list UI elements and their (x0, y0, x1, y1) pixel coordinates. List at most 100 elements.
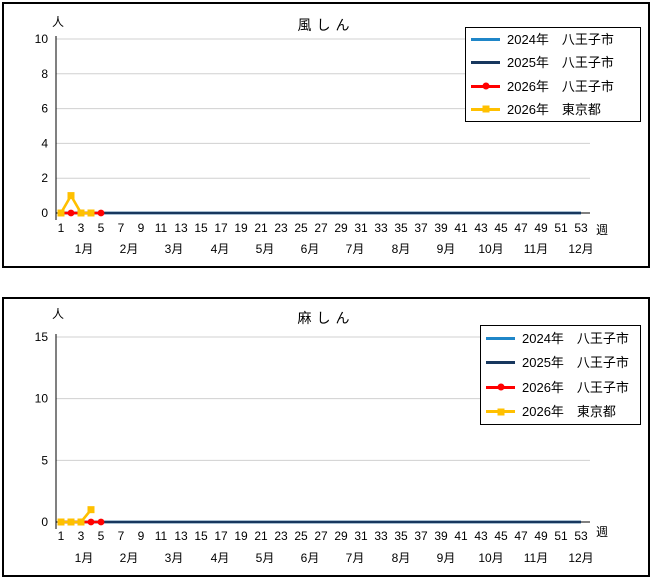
legend-marker-square (497, 408, 504, 416)
week-tick-label: 15 (194, 221, 208, 235)
month-label: 9月 (437, 551, 456, 565)
month-label: 2月 (120, 242, 139, 256)
week-tick-label: 37 (414, 221, 428, 235)
week-tick-label: 11 (155, 529, 168, 543)
week-tick-label: 17 (214, 529, 228, 543)
y-tick-label: 0 (41, 515, 48, 529)
week-tick-label: 45 (494, 221, 508, 235)
legend-marker-circle (497, 383, 504, 391)
data-point-marker (77, 209, 85, 217)
week-tick-label: 13 (174, 529, 188, 543)
data-point-marker (87, 506, 95, 514)
week-tick-label: 21 (254, 529, 268, 543)
x-axis-unit-label: 週 (596, 525, 609, 539)
month-label: 3月 (165, 242, 184, 256)
week-tick-label: 15 (194, 529, 208, 543)
y-tick-label: 4 (41, 136, 48, 150)
legend-entry: 2026年 東京都 (481, 405, 640, 418)
legend-place-label: 八王子市 (561, 32, 614, 48)
data-point-marker (77, 518, 85, 526)
week-tick-label: 27 (314, 221, 328, 235)
month-label: 11月 (524, 242, 548, 256)
week-tick-label: 21 (254, 221, 268, 235)
legend-year-label: 2026年 (522, 404, 564, 420)
week-tick-label: 3 (78, 529, 85, 543)
data-point-marker (67, 209, 75, 217)
week-tick-label: 19 (234, 221, 248, 235)
week-tick-label: 39 (434, 221, 448, 235)
legend-place-label: 八王子市 (576, 330, 629, 346)
legend-line-swatch (471, 105, 500, 113)
legend-place-label: 東京都 (561, 101, 601, 117)
rubella-chart-panel: 0 2 4 6 8 10 1 3 5 7 9 11 13 15 17 19 21 23 25 27 29 31 33 35 37… (2, 2, 650, 268)
week-tick-label: 41 (454, 529, 468, 543)
measles-chart-panel: 0 5 10 15 1 3 5 7 9 11 13 15 17 19 21 23 25 27 29 31 33 35 37 3… (2, 297, 650, 577)
legend-place-label: 八王子市 (561, 55, 614, 71)
data-point-marker (97, 518, 105, 526)
week-tick-label: 41 (454, 221, 468, 235)
week-tick-label: 35 (394, 221, 408, 235)
legend-marker-circle (482, 82, 489, 90)
legend-entry: 2024年 八王子市 (481, 332, 640, 345)
legend-year-label: 2026年 (507, 78, 549, 94)
week-tick-label: 25 (294, 529, 308, 543)
week-tick-label: 7 (118, 529, 125, 543)
y-tick-label: 10 (35, 32, 49, 46)
week-tick-label: 9 (138, 221, 145, 235)
legend-place-label: 東京都 (576, 404, 616, 420)
month-label: 5月 (256, 551, 275, 565)
month-label: 5月 (256, 242, 275, 256)
week-tick-label: 49 (534, 221, 548, 235)
month-label: 2月 (120, 551, 139, 565)
y-tick-label: 15 (35, 330, 49, 344)
legend-year-label: 2025年 (522, 355, 564, 371)
month-label: 6月 (301, 551, 320, 565)
week-tick-label: 35 (394, 529, 408, 543)
legend-year-label: 2026年 (522, 379, 564, 395)
chart-title: 麻しん (297, 310, 355, 326)
week-tick-label: 9 (138, 529, 145, 543)
week-tick-label: 5 (98, 221, 105, 235)
week-tick-label: 23 (274, 221, 288, 235)
week-tick-label: 25 (294, 221, 308, 235)
week-tick-label: 53 (574, 221, 588, 235)
legend-place-label: 八王子市 (576, 379, 629, 395)
week-tick-label: 1 (58, 529, 65, 543)
legend-line-swatch (471, 38, 500, 42)
week-tick-label: 13 (174, 221, 188, 235)
week-tick-label: 39 (434, 529, 448, 543)
week-tick-label: 23 (274, 529, 288, 543)
y-axis-unit-label: 人 (52, 15, 65, 29)
legend-marker-square (482, 105, 489, 113)
legend-line-swatch (486, 336, 515, 340)
y-tick-label: 2 (41, 171, 48, 185)
week-tick-label: 17 (214, 221, 228, 235)
legend-line-swatch (486, 383, 515, 391)
month-label: 3月 (165, 551, 184, 565)
y-tick-label: 0 (41, 206, 48, 220)
week-tick-label: 29 (334, 221, 348, 235)
legend-place-label: 八王子市 (576, 355, 629, 371)
legend-year-label: 2025年 (507, 55, 549, 71)
week-tick-label: 51 (554, 529, 568, 543)
month-label: 12月 (568, 242, 593, 256)
week-tick-label: 51 (554, 221, 568, 235)
data-point-marker (87, 209, 95, 217)
week-tick-label: 53 (574, 529, 588, 543)
legend-line-swatch (486, 408, 515, 416)
y-axis-unit-label: 人 (52, 307, 65, 321)
month-label: 1月 (75, 242, 94, 256)
legend-year-label: 2024年 (507, 32, 549, 48)
month-label: 1月 (75, 551, 94, 565)
month-label: 4月 (211, 242, 230, 256)
y-tick-label: 8 (41, 67, 48, 81)
data-point-marker (57, 209, 65, 217)
week-tick-label: 29 (334, 529, 348, 543)
data-point-marker (67, 192, 75, 200)
week-tick-label: 45 (494, 529, 508, 543)
week-tick-label: 37 (414, 529, 428, 543)
legend: 2024年 八王子市 2025年 八王子市 2026年 八王子市 2026年 東京都 (480, 325, 641, 425)
legend-line-swatch (471, 82, 500, 90)
